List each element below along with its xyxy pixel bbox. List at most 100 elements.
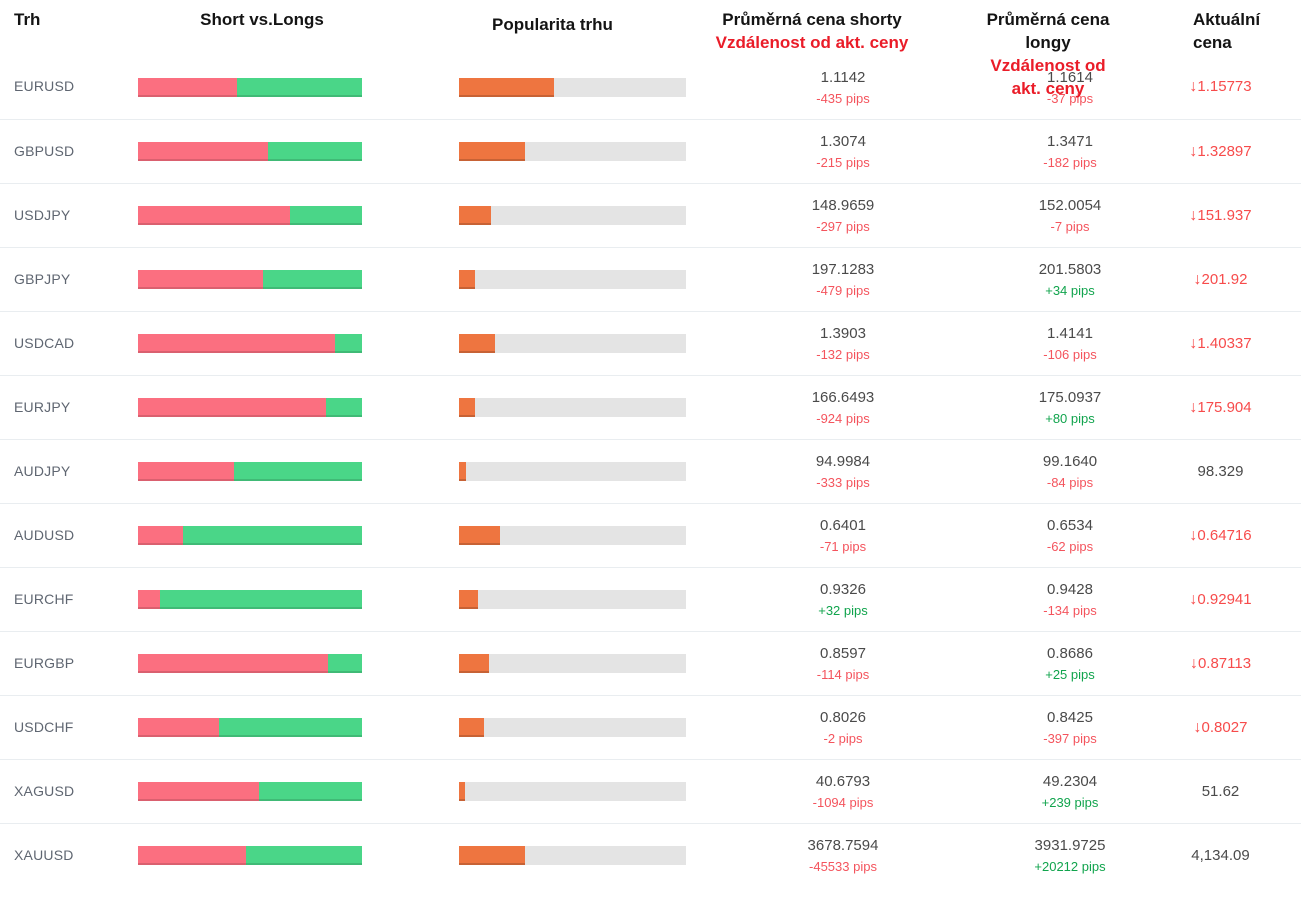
table-row[interactable]: GBPUSD 1.3074 -215 pips 1.3471 -182 pips… xyxy=(0,119,1301,183)
popularity-cell xyxy=(459,718,686,737)
current-price-value: 1.40337 xyxy=(1197,334,1252,352)
long-bar-fill xyxy=(328,654,362,673)
long-price: 201.5803 xyxy=(1038,261,1102,278)
table-row[interactable]: EURGBP 0.8597 -114 pips 0.8686 +25 pips … xyxy=(0,631,1301,695)
short-bar-fill xyxy=(138,270,264,289)
popularity-cell xyxy=(459,77,686,97)
market-symbol: USDJPY xyxy=(14,206,71,223)
table-row[interactable]: USDJPY 148.9659 -297 pips 152.0054 -7 pi… xyxy=(0,183,1301,247)
header-avg-long-price-line1: Průměrná cena longy xyxy=(986,10,1110,52)
avg-long-price-cell: 1.1614 -37 pips xyxy=(1000,68,1140,107)
long-pips: +34 pips xyxy=(1045,283,1095,298)
header-market: Trh xyxy=(0,8,138,31)
short-price: 0.8026 xyxy=(820,709,866,726)
short-bar-fill xyxy=(138,398,327,417)
long-price: 0.8686 xyxy=(1047,645,1093,662)
short-price: 1.3903 xyxy=(820,325,866,342)
short-vs-longs-bar xyxy=(138,142,362,161)
popularity-cell xyxy=(459,526,686,545)
short-vs-longs-bar xyxy=(138,398,362,417)
avg-short-price-cell: 197.1283 -479 pips xyxy=(686,260,1000,299)
table-row[interactable]: EURCHF 0.9326 +32 pips 0.9428 -134 pips … xyxy=(0,567,1301,631)
avg-long-price-cell: 99.1640 -84 pips xyxy=(1000,452,1140,491)
popularity-bar-fill xyxy=(459,334,496,353)
current-price-cell: ↓0.87113 xyxy=(1140,655,1301,673)
long-bar-fill xyxy=(267,142,362,161)
table-row[interactable]: XAUUSD 3678.7594 -45533 pips 3931.9725 +… xyxy=(0,823,1301,887)
current-price-cell: ↓98.329 xyxy=(1140,463,1301,481)
avg-long-price-cell: 201.5803 +34 pips xyxy=(1000,260,1140,299)
table-header: Trh Short vs.Longs Popularita trhu Průmě… xyxy=(0,0,1301,98)
current-price-cell: ↓0.8027 xyxy=(1140,719,1301,737)
long-bar-fill xyxy=(335,334,362,353)
avg-short-price-cell: 3678.7594 -45533 pips xyxy=(686,836,1000,875)
short-vs-longs-cell xyxy=(138,590,362,609)
avg-long-price-cell: 1.3471 -182 pips xyxy=(1000,132,1140,171)
current-price: ↓0.87113 xyxy=(1190,655,1251,672)
down-arrow-icon: ↓ xyxy=(1189,654,1198,672)
short-pips: -114 pips xyxy=(816,667,870,682)
long-pips: -37 pips xyxy=(1046,90,1094,106)
short-bar-fill xyxy=(138,77,237,97)
down-arrow-icon: ↓ xyxy=(1189,206,1198,224)
current-price-cell: ↓151.937 xyxy=(1140,207,1301,225)
table-row[interactable]: XAGUSD 40.6793 -1094 pips 49.2304 +239 p… xyxy=(0,759,1301,823)
market-symbol: USDCHF xyxy=(14,718,74,735)
short-pips: -71 pips xyxy=(819,539,867,554)
current-price: ↓0.8027 xyxy=(1194,719,1248,736)
long-bar-fill xyxy=(160,590,362,609)
short-price: 148.9659 xyxy=(811,197,875,214)
popularity-bar-fill xyxy=(459,398,475,417)
short-pips: -924 pips xyxy=(816,411,870,426)
table-row[interactable]: USDCHF 0.8026 -2 pips 0.8425 -397 pips ↓… xyxy=(0,695,1301,759)
current-price-value: 1.15773 xyxy=(1197,78,1252,95)
table-row[interactable]: AUDUSD 0.6401 -71 pips 0.6534 -62 pips ↓… xyxy=(0,503,1301,567)
avg-long-price-cell: 0.8686 +25 pips xyxy=(1000,644,1140,683)
current-price: ↓98.329 xyxy=(1198,463,1244,480)
market-symbol: GBPJPY xyxy=(14,270,71,287)
popularity-bar-track xyxy=(459,142,686,161)
long-bar-fill xyxy=(234,462,362,481)
popularity-bar-fill xyxy=(459,206,491,225)
long-bar-fill xyxy=(290,206,362,225)
header-short-vs-longs: Short vs.Longs xyxy=(138,8,362,31)
header-avg-short-price-line1: Průměrná cena shorty xyxy=(722,10,902,29)
down-arrow-icon: ↓ xyxy=(1189,398,1198,416)
short-price: 166.6493 xyxy=(811,389,875,406)
long-price: 1.1614 xyxy=(1047,68,1093,86)
current-price-cell: ↓0.64716 xyxy=(1140,527,1301,545)
down-arrow-icon: ↓ xyxy=(1189,526,1198,544)
market-cell: EURCHF xyxy=(0,591,138,609)
popularity-bar-fill xyxy=(459,526,500,545)
short-pips: -333 pips xyxy=(816,475,870,490)
table-row[interactable]: EURJPY 166.6493 -924 pips 175.0937 +80 p… xyxy=(0,375,1301,439)
short-vs-longs-bar xyxy=(138,718,362,737)
popularity-cell xyxy=(459,398,686,417)
avg-long-price-cell: 0.6534 -62 pips xyxy=(1000,516,1140,555)
market-cell: GBPUSD xyxy=(0,143,138,161)
short-price: 40.6793 xyxy=(815,773,871,790)
market-cell: EURUSD xyxy=(0,78,138,96)
popularity-bar-track xyxy=(459,334,686,353)
avg-long-price-cell: 152.0054 -7 pips xyxy=(1000,196,1140,235)
popularity-bar-track xyxy=(459,782,686,801)
popularity-cell xyxy=(459,270,686,289)
short-vs-longs-bar xyxy=(138,206,362,225)
table-row[interactable]: GBPJPY 197.1283 -479 pips 201.5803 +34 p… xyxy=(0,247,1301,311)
avg-short-price-cell: 148.9659 -297 pips xyxy=(686,196,1000,235)
long-price: 152.0054 xyxy=(1038,197,1102,214)
current-price-cell: ↓175.904 xyxy=(1140,399,1301,417)
table-row[interactable]: AUDJPY 94.9984 -333 pips 99.1640 -84 pip… xyxy=(0,439,1301,503)
market-symbol: EURUSD xyxy=(14,78,75,94)
short-pips: -297 pips xyxy=(816,219,870,234)
short-pips: -215 pips xyxy=(816,155,870,170)
table-row[interactable]: USDCAD 1.3903 -132 pips 1.4141 -106 pips… xyxy=(0,311,1301,375)
market-symbol: XAUUSD xyxy=(14,846,74,863)
popularity-bar-fill xyxy=(459,718,484,737)
market-symbol: AUDJPY xyxy=(14,462,71,479)
long-pips: +20212 pips xyxy=(1034,859,1106,874)
short-price: 197.1283 xyxy=(811,261,875,278)
table-row[interactable]: EURUSD 1.1142 -435 pips 1.1614 -37 pips … xyxy=(0,55,1301,119)
down-arrow-icon: ↓ xyxy=(1189,142,1198,160)
